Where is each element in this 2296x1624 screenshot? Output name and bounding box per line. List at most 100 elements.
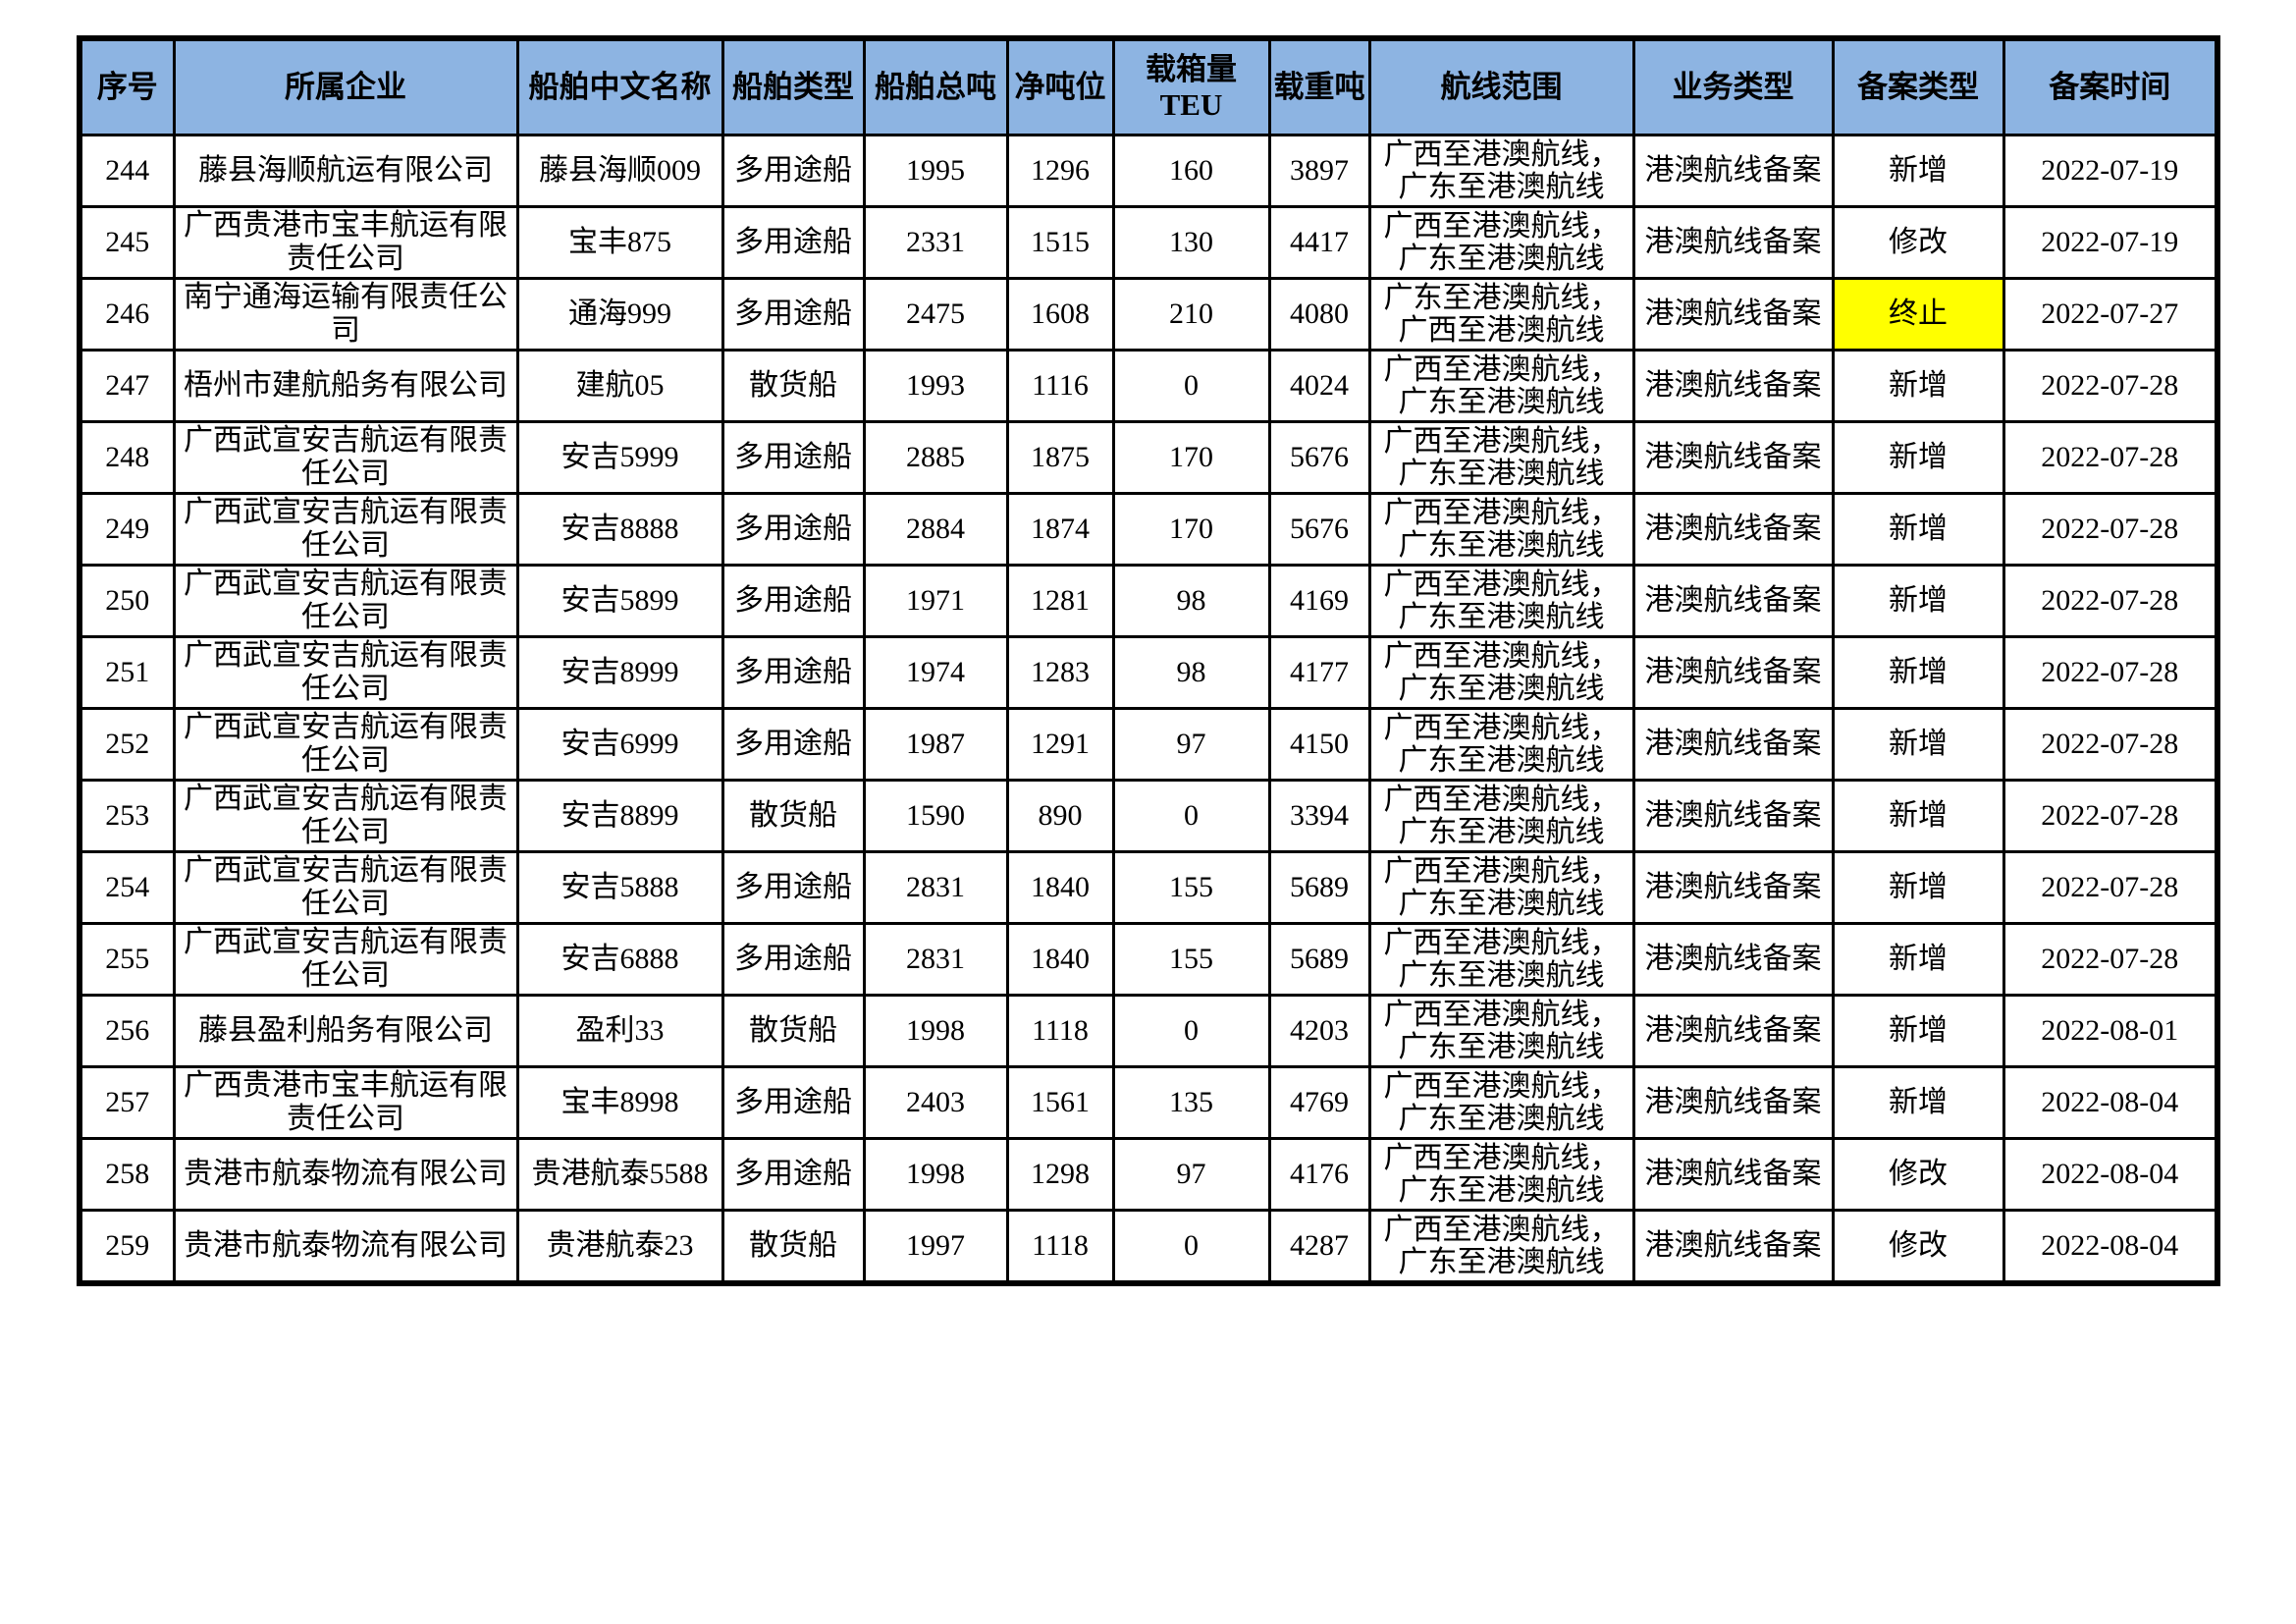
column-header-ship_name: 船舶中文名称 [515, 36, 724, 136]
cell-route: 广西至港澳航线，广东至港澳航线 [1367, 850, 1635, 925]
cell-ship_type: 多用途船 [721, 564, 866, 638]
cell-teu: 160 [1111, 134, 1271, 208]
cell-index: 256 [78, 994, 176, 1068]
cell-index: 250 [78, 564, 176, 638]
cell-index: 258 [78, 1137, 176, 1212]
cell-deadweight: 4080 [1267, 277, 1371, 352]
cell-route: 广西至港澳航线，广东至港澳航线 [1367, 707, 1635, 782]
cell-filing_date: 2022-07-19 [2002, 134, 2219, 208]
table-row: 257 广西贵港市宝丰航运有限责任公司 宝丰8998 多用途船 2403 1561 135 4… [78, 1065, 2219, 1140]
cell-ship_type: 散货船 [721, 994, 866, 1068]
table-row: 247 梧州市建航船务有限公司 建航05 散货船 1993 1116 0 4024 广西至港澳航… [78, 349, 2219, 423]
cell-business_type: 港澳航线备案 [1631, 1065, 1835, 1140]
cell-gross_tonnage: 2885 [862, 420, 1009, 495]
cell-ship_type: 多用途船 [721, 1137, 866, 1212]
column-header-gross_tonnage: 船舶总吨 [862, 36, 1009, 136]
cell-filing_type: 新增 [1831, 707, 2005, 782]
cell-company: 广西武宣安吉航运有限责任公司 [172, 492, 519, 567]
column-header-filing_date: 备案时间 [2002, 36, 2219, 136]
cell-ship_type: 多用途船 [721, 850, 866, 925]
cell-route: 广西至港澳航线，广东至港澳航线 [1367, 1137, 1635, 1212]
cell-ship_name: 安吉8888 [515, 492, 724, 567]
cell-index: 244 [78, 134, 176, 208]
ship-filing-table: 序号 所属企业 船舶中文名称 船舶类型 船舶总吨 净吨位 载箱量TEU 载重吨 航线范围 业务类型… [77, 35, 2220, 1286]
cell-net_tonnage: 1283 [1005, 635, 1115, 710]
table-row: 259 贵港市航泰物流有限公司 贵港航泰23 散货船 1997 1118 0 4287 广西至港… [78, 1209, 2219, 1285]
cell-business_type: 港澳航线备案 [1631, 707, 1835, 782]
cell-teu: 97 [1111, 707, 1271, 782]
cell-gross_tonnage: 1993 [862, 349, 1009, 423]
table-row: 249 广西武宣安吉航运有限责任公司 安吉8888 多用途船 2884 1874 170 56… [78, 492, 2219, 567]
cell-filing_date: 2022-07-28 [2002, 349, 2219, 423]
cell-net_tonnage: 1840 [1005, 922, 1115, 997]
cell-business_type: 港澳航线备案 [1631, 492, 1835, 567]
cell-net_tonnage: 1281 [1005, 564, 1115, 638]
cell-index: 255 [78, 922, 176, 997]
cell-deadweight: 4169 [1267, 564, 1371, 638]
cell-business_type: 港澳航线备案 [1631, 635, 1835, 710]
cell-net_tonnage: 890 [1005, 779, 1115, 853]
cell-business_type: 港澳航线备案 [1631, 779, 1835, 853]
column-header-company: 所属企业 [172, 36, 519, 136]
table-row: 254 广西武宣安吉航运有限责任公司 安吉5888 多用途船 2831 1840 155 56… [78, 850, 2219, 925]
cell-gross_tonnage: 1987 [862, 707, 1009, 782]
cell-company: 贵港市航泰物流有限公司 [172, 1137, 519, 1212]
cell-net_tonnage: 1875 [1005, 420, 1115, 495]
cell-net_tonnage: 1608 [1005, 277, 1115, 352]
cell-filing_date: 2022-08-01 [2002, 994, 2219, 1068]
cell-filing_type: 修改 [1831, 205, 2005, 280]
cell-gross_tonnage: 1974 [862, 635, 1009, 710]
cell-gross_tonnage: 1971 [862, 564, 1009, 638]
cell-net_tonnage: 1874 [1005, 492, 1115, 567]
table-body: 244 藤县海顺航运有限公司 藤县海顺009 多用途船 1995 1296 160 3897 广… [78, 134, 2219, 1285]
cell-filing_date: 2022-07-28 [2002, 564, 2219, 638]
cell-index: 245 [78, 205, 176, 280]
cell-teu: 97 [1111, 1137, 1271, 1212]
cell-route: 广西至港澳航线，广东至港澳航线 [1367, 492, 1635, 567]
cell-route: 广西至港澳航线，广东至港澳航线 [1367, 1209, 1635, 1285]
cell-ship_type: 多用途船 [721, 922, 866, 997]
cell-gross_tonnage: 2884 [862, 492, 1009, 567]
cell-filing_type: 终止 [1831, 277, 2005, 352]
table-row: 251 广西武宣安吉航运有限责任公司 安吉8999 多用途船 1974 1283 98 417… [78, 635, 2219, 710]
cell-gross_tonnage: 2831 [862, 850, 1009, 925]
cell-ship_name: 通海999 [515, 277, 724, 352]
cell-filing_type: 新增 [1831, 349, 2005, 423]
cell-gross_tonnage: 2331 [862, 205, 1009, 280]
cell-company: 南宁通海运输有限责任公司 [172, 277, 519, 352]
cell-business_type: 港澳航线备案 [1631, 994, 1835, 1068]
cell-filing_date: 2022-07-19 [2002, 205, 2219, 280]
cell-route: 广西至港澳航线，广东至港澳航线 [1367, 922, 1635, 997]
cell-deadweight: 4287 [1267, 1209, 1371, 1285]
cell-filing_date: 2022-07-28 [2002, 492, 2219, 567]
cell-business_type: 港澳航线备案 [1631, 922, 1835, 997]
cell-route: 广西至港澳航线，广东至港澳航线 [1367, 635, 1635, 710]
column-header-filing_type: 备案类型 [1831, 36, 2005, 136]
table-row: 248 广西武宣安吉航运有限责任公司 安吉5999 多用途船 2885 1875 170 56… [78, 420, 2219, 495]
cell-filing_type: 新增 [1831, 779, 2005, 853]
cell-index: 248 [78, 420, 176, 495]
cell-ship_type: 多用途船 [721, 134, 866, 208]
cell-filing_type: 新增 [1831, 420, 2005, 495]
cell-gross_tonnage: 1998 [862, 994, 1009, 1068]
column-header-teu: 载箱量TEU [1111, 36, 1271, 136]
cell-filing_date: 2022-07-28 [2002, 850, 2219, 925]
cell-teu: 210 [1111, 277, 1271, 352]
cell-ship_type: 多用途船 [721, 492, 866, 567]
table-row: 244 藤县海顺航运有限公司 藤县海顺009 多用途船 1995 1296 160 3897 广… [78, 134, 2219, 208]
cell-ship_type: 多用途船 [721, 205, 866, 280]
cell-index: 259 [78, 1209, 176, 1285]
cell-filing_date: 2022-07-28 [2002, 707, 2219, 782]
cell-teu: 0 [1111, 779, 1271, 853]
cell-ship_name: 安吉5888 [515, 850, 724, 925]
cell-route: 广西至港澳航线，广东至港澳航线 [1367, 994, 1635, 1068]
cell-index: 252 [78, 707, 176, 782]
cell-filing_type: 新增 [1831, 850, 2005, 925]
cell-route: 广西至港澳航线，广东至港澳航线 [1367, 134, 1635, 208]
cell-route: 广西至港澳航线，广东至港澳航线 [1367, 1065, 1635, 1140]
cell-gross_tonnage: 2403 [862, 1065, 1009, 1140]
cell-teu: 98 [1111, 564, 1271, 638]
cell-filing_date: 2022-08-04 [2002, 1209, 2219, 1285]
cell-route: 广东至港澳航线，广西至港澳航线 [1367, 277, 1635, 352]
cell-net_tonnage: 1298 [1005, 1137, 1115, 1212]
